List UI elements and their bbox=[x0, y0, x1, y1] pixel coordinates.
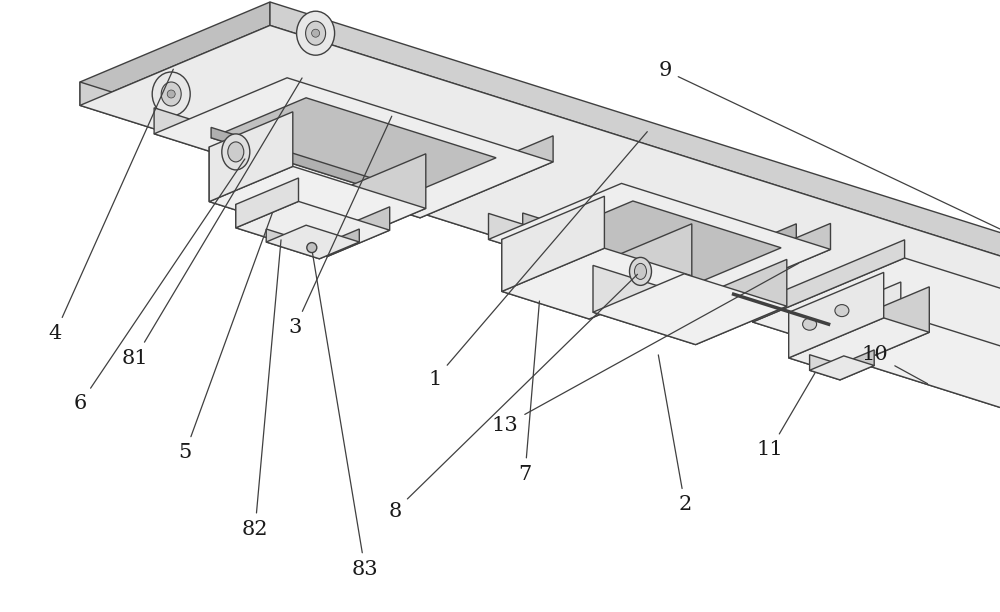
Polygon shape bbox=[589, 224, 692, 319]
Polygon shape bbox=[696, 259, 787, 345]
Polygon shape bbox=[502, 239, 589, 319]
Text: 2: 2 bbox=[658, 355, 692, 515]
Polygon shape bbox=[154, 78, 553, 218]
Circle shape bbox=[167, 90, 175, 98]
Polygon shape bbox=[80, 26, 1000, 405]
Text: 9: 9 bbox=[658, 61, 1000, 288]
Polygon shape bbox=[817, 317, 1000, 424]
Polygon shape bbox=[266, 229, 319, 259]
Polygon shape bbox=[593, 274, 787, 345]
Ellipse shape bbox=[306, 21, 326, 45]
Polygon shape bbox=[211, 98, 496, 198]
Polygon shape bbox=[236, 204, 327, 256]
Polygon shape bbox=[211, 127, 401, 198]
Polygon shape bbox=[502, 196, 604, 291]
Ellipse shape bbox=[835, 305, 849, 316]
Ellipse shape bbox=[152, 72, 190, 116]
Polygon shape bbox=[236, 178, 298, 228]
Polygon shape bbox=[236, 201, 390, 256]
Polygon shape bbox=[319, 229, 359, 259]
Polygon shape bbox=[694, 224, 796, 293]
Ellipse shape bbox=[974, 339, 994, 363]
Polygon shape bbox=[523, 196, 796, 293]
Polygon shape bbox=[753, 304, 1000, 409]
Polygon shape bbox=[834, 287, 929, 372]
Polygon shape bbox=[593, 266, 696, 345]
Polygon shape bbox=[80, 82, 1000, 405]
Ellipse shape bbox=[161, 82, 181, 106]
Polygon shape bbox=[154, 108, 420, 218]
Text: 7: 7 bbox=[518, 301, 539, 484]
Ellipse shape bbox=[635, 263, 646, 280]
Circle shape bbox=[980, 347, 988, 355]
Polygon shape bbox=[80, 2, 270, 105]
Polygon shape bbox=[327, 207, 390, 256]
Ellipse shape bbox=[630, 258, 652, 285]
Circle shape bbox=[307, 242, 317, 253]
Polygon shape bbox=[209, 166, 426, 244]
Polygon shape bbox=[789, 272, 884, 358]
Polygon shape bbox=[420, 136, 553, 218]
Polygon shape bbox=[523, 213, 694, 293]
Polygon shape bbox=[488, 214, 698, 305]
Polygon shape bbox=[753, 258, 1000, 409]
Text: 4: 4 bbox=[48, 69, 173, 343]
Text: 83: 83 bbox=[312, 253, 378, 579]
Text: 11: 11 bbox=[757, 373, 815, 460]
Text: 1: 1 bbox=[428, 132, 647, 389]
Text: 6: 6 bbox=[73, 159, 245, 414]
Ellipse shape bbox=[228, 142, 244, 162]
Polygon shape bbox=[538, 228, 686, 288]
Ellipse shape bbox=[965, 329, 1000, 373]
Ellipse shape bbox=[297, 11, 335, 55]
Circle shape bbox=[312, 29, 320, 37]
Polygon shape bbox=[538, 201, 781, 288]
Polygon shape bbox=[266, 225, 359, 259]
Text: 5: 5 bbox=[178, 213, 272, 463]
Polygon shape bbox=[270, 2, 1000, 326]
Polygon shape bbox=[810, 355, 840, 380]
Polygon shape bbox=[753, 240, 905, 322]
Text: 81: 81 bbox=[122, 78, 302, 368]
Polygon shape bbox=[342, 154, 426, 244]
Text: 82: 82 bbox=[242, 240, 281, 539]
Text: 10: 10 bbox=[862, 345, 928, 384]
Ellipse shape bbox=[803, 318, 817, 330]
Polygon shape bbox=[789, 312, 834, 372]
Polygon shape bbox=[817, 282, 901, 349]
Polygon shape bbox=[488, 184, 830, 305]
Text: 3: 3 bbox=[288, 116, 392, 337]
Polygon shape bbox=[502, 248, 692, 319]
Polygon shape bbox=[789, 318, 929, 372]
Polygon shape bbox=[209, 147, 342, 244]
Ellipse shape bbox=[222, 134, 250, 170]
Polygon shape bbox=[817, 315, 1000, 424]
Text: 13: 13 bbox=[492, 263, 798, 435]
Polygon shape bbox=[209, 112, 293, 201]
Text: 8: 8 bbox=[388, 274, 638, 521]
Polygon shape bbox=[698, 223, 830, 305]
Polygon shape bbox=[840, 350, 874, 380]
Polygon shape bbox=[810, 356, 874, 380]
